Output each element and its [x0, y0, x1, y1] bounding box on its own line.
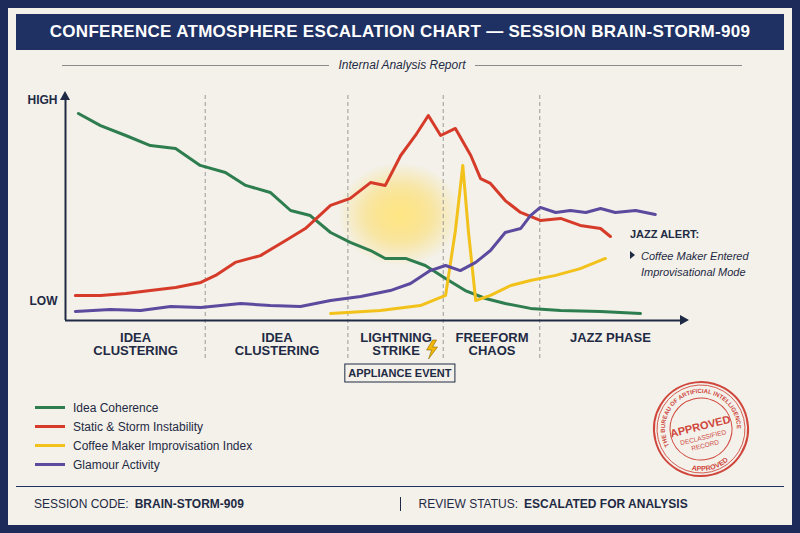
html-text:Internal Analysis Report: Internal Analysis Report [338, 58, 466, 72]
svg-text:JAZZ PHASE: JAZZ PHASE [570, 330, 651, 345]
html-text:BRAIN-STORM-909: BRAIN-STORM-909 [134, 497, 244, 511]
html-text:JAZZ ALERT:: JAZZ ALERT: [630, 228, 700, 240]
svg-text:APPLIANCE EVENT: APPLIANCE EVENT [348, 367, 452, 379]
svg-text:RECORD: RECORD [690, 438, 719, 452]
html-text:Static & Storm Instability: Static & Storm Instability [73, 419, 203, 434]
html-text:Glamour Activity: Glamour Activity [73, 457, 160, 472]
html-text:CONFERENCE ATMOSPHERE ESCALATI: CONFERENCE ATMOSPHERE ESCALATION CHART —… [49, 22, 751, 41]
svg-text:HIGH: HIGH [28, 93, 58, 107]
html-text:REVIEW STATUS:: REVIEW STATUS: [418, 497, 519, 511]
svg-text:DECLASSIFIED: DECLASSIFIED [679, 428, 727, 447]
svg-text:LIGHTNINGSTRIKE: LIGHTNINGSTRIKE [360, 330, 432, 358]
html-text:Coffee Maker Improvisation Ind: Coffee Maker Improvisation Index [73, 438, 253, 453]
svg-text:APPROVED: APPROVED [668, 412, 732, 440]
html-text:ESCALATED FOR ANALYSIS: ESCALATED FOR ANALYSIS [524, 497, 688, 511]
html-text:Coffee Maker Entered Improvisa: Coffee Maker Entered Improvisational Mod… [641, 250, 749, 278]
svg-text:APPROVED: APPROVED [690, 455, 731, 475]
svg-text:THE BUREAU OF ARTIFICIAL INTEL: THE BUREAU OF ARTIFICIAL INTELLIGENCE [651, 379, 743, 448]
svg-text:IDEACLUSTERING: IDEACLUSTERING [235, 330, 320, 358]
svg-text:IDEACLUSTERING: IDEACLUSTERING [93, 330, 178, 358]
svg-text:LOW: LOW [30, 294, 59, 308]
svg-text:FREEFORMCHAOS: FREEFORMCHAOS [456, 330, 529, 358]
html-text:Idea Coherence: Idea Coherence [73, 400, 159, 415]
html-text:SESSION CODE:: SESSION CODE: [34, 497, 129, 511]
